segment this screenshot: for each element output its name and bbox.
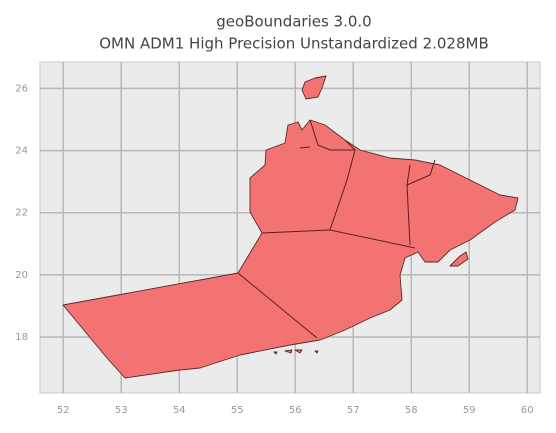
chart-title: geoBoundaries 3.0.0 — [216, 13, 371, 31]
y-tick-label: 18 — [15, 332, 28, 343]
country-shape — [62, 119, 519, 379]
map-shapes — [62, 75, 519, 379]
island — [301, 75, 327, 100]
island — [273, 349, 319, 355]
y-tick-label: 26 — [15, 83, 28, 94]
x-tick-label: 56 — [289, 405, 302, 416]
x-tick-label: 58 — [405, 405, 418, 416]
x-tick-label: 52 — [57, 405, 70, 416]
y-tick-label: 22 — [15, 208, 28, 219]
x-tick-label: 54 — [173, 405, 186, 416]
chart-subtitle: OMN ADM1 High Precision Unstandardized 2… — [99, 35, 489, 53]
x-tick-label: 57 — [347, 405, 360, 416]
x-tick-label: 59 — [463, 405, 476, 416]
y-tick-label: 20 — [15, 270, 28, 281]
region-border — [237, 119, 436, 339]
x-tick-label: 60 — [521, 405, 534, 416]
x-tick-label: 55 — [231, 405, 244, 416]
y-tick-label: 24 — [15, 146, 28, 157]
x-tick-label: 53 — [115, 405, 128, 416]
island — [449, 251, 469, 267]
